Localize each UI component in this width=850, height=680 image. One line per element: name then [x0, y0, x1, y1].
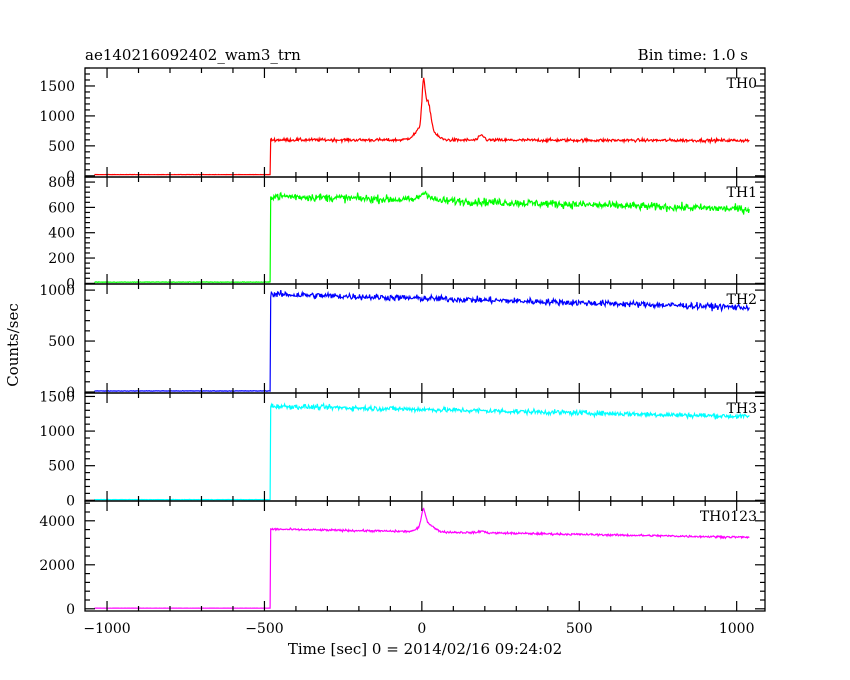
panel-frame [84, 500, 766, 612]
x-tick-label: −500 [245, 621, 283, 637]
y-tick-label: 500 [48, 334, 75, 350]
y-tick-label: 1000 [39, 109, 75, 125]
y-tick-label: 400 [48, 226, 75, 242]
y-tick-label: 1500 [39, 389, 75, 405]
bin-time-label: Bin time: 1.0 s [638, 46, 748, 64]
x-tick-label: 0 [417, 621, 426, 637]
series-line-th0123 [94, 507, 750, 609]
x-tick-label: 1000 [719, 621, 755, 637]
y-tick-label: 0 [66, 602, 75, 618]
panel-th0: 0 500 1000 1500 TH0 [39, 67, 766, 185]
y-tick-label: 4000 [39, 514, 75, 530]
x-tick-label: −1000 [83, 621, 130, 637]
chart-title: ae140216092402_wam3_trn [85, 46, 301, 64]
x-tick-label: 500 [566, 621, 593, 637]
y-tick-label: 500 [48, 459, 75, 475]
series-line-th1 [94, 190, 750, 284]
y-tick-label: 1000 [39, 424, 75, 440]
series-line-th3 [94, 402, 750, 501]
y-tick-label: 0 [66, 493, 75, 509]
panel-label: TH1 [727, 185, 757, 201]
series-line-th2 [94, 289, 750, 392]
y-tick-label: 500 [48, 139, 75, 155]
panel-th1: 0 200 400 600 800 TH1 [48, 175, 766, 292]
panel-label: TH0 [727, 76, 757, 92]
x-tick-labels: −1000 −500 0 500 1000 [83, 621, 754, 637]
y-tick-label: 800 [48, 175, 75, 191]
y-tick-label: 200 [48, 251, 75, 267]
y-tick-label: 0 [66, 385, 75, 401]
y-axis-label: Counts/sec [4, 303, 22, 387]
x-axis-label: Time [sec] 0 = 2014/02/16 09:24:02 [288, 640, 562, 658]
panel-th3: 0 500 1000 1500 TH3 [39, 389, 766, 509]
panel-label: TH3 [727, 401, 757, 417]
y-tick-label: 0 [66, 276, 75, 292]
panels-group: 0 500 1000 1500 TH0 0 200 400 600 800 TH1 0 500 1000 T… [39, 67, 766, 618]
panel-label: TH0123 [700, 509, 757, 525]
y-tick-label: 1500 [39, 79, 75, 95]
panel-th0123: 0 2000 4000 TH0123 [39, 500, 766, 618]
panel-th2: 0 500 1000 TH2 [39, 283, 766, 401]
panel-label: TH2 [727, 292, 757, 308]
series-line-th0 [94, 77, 750, 176]
y-tick-label: 1000 [39, 283, 75, 299]
panel-frame [84, 283, 766, 394]
y-tick-label: 2000 [39, 558, 75, 574]
y-tick-label: 0 [66, 169, 75, 185]
y-tick-label: 600 [48, 200, 75, 216]
